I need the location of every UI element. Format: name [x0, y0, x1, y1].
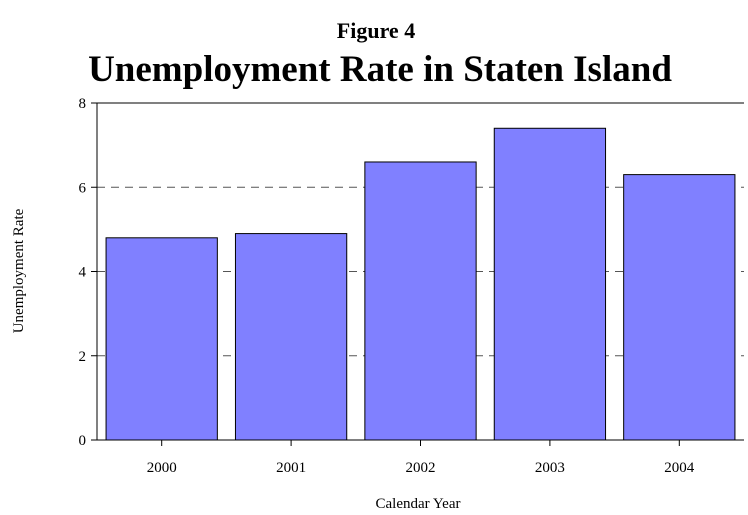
y-tick-label: 6: [79, 180, 87, 196]
bar: [623, 174, 736, 441]
y-tick-label: 4: [79, 265, 87, 281]
bar: [364, 161, 477, 441]
y-axis-label: Unemployment Rate: [11, 208, 27, 333]
y-tick-label: 2: [79, 349, 87, 365]
bars: [105, 127, 736, 441]
x-tick-label: 2003: [535, 460, 565, 476]
x-tick-label: 2004: [664, 460, 695, 476]
y-tick-label: 8: [79, 96, 87, 112]
x-tick-label: 2002: [406, 460, 436, 476]
x-tick-label: 2000: [147, 460, 177, 476]
x-axis-label: Calendar Year: [376, 496, 461, 510]
bar: [105, 237, 218, 441]
axes: [91, 102, 744, 446]
tick-labels: 2000 2001 2002 2003 2004 0 2 4 6 8: [79, 96, 695, 476]
bar: [234, 233, 348, 441]
y-tick-label: 0: [79, 433, 87, 449]
bar: [493, 127, 607, 441]
chart-supertitle: Figure 4: [337, 18, 415, 43]
x-tick-label: 2001: [276, 460, 306, 476]
chart-title: Unemployment Rate in Staten Island: [88, 49, 672, 90]
